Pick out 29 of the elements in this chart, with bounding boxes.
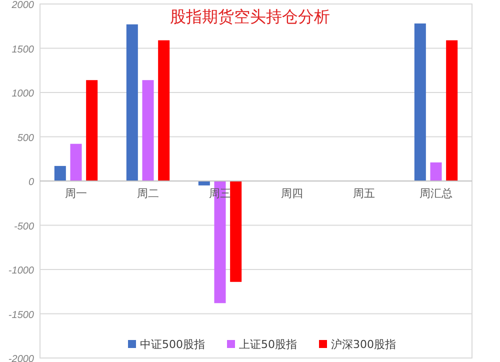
y-tick-label: 1500 [12, 44, 34, 56]
legend-label: 沪深300股指 [331, 338, 396, 351]
bar [126, 24, 138, 181]
bar [414, 23, 426, 181]
x-tick-label: 周一 [65, 187, 87, 200]
bar [430, 162, 442, 181]
bar [198, 181, 210, 186]
bar [70, 144, 82, 181]
x-tick-label: 周五 [353, 187, 375, 200]
bar [54, 166, 66, 181]
y-tick-label: -1000 [8, 266, 34, 276]
y-tick-label: 2000 [10, 0, 34, 11]
legend-label: 中证500股指 [140, 338, 205, 351]
y-tick-label: 0 [28, 177, 34, 188]
y-tick-label: -1500 [8, 310, 34, 321]
y-tick-label: -500 [14, 221, 34, 232]
y-tick-label: 500 [17, 132, 34, 144]
x-tick-label: 周二 [137, 187, 159, 200]
y-tick-label: 1000 [12, 88, 34, 100]
bar [158, 40, 170, 181]
bar [86, 80, 98, 181]
chart-title: 股指期货空头持仓分析 [170, 7, 330, 26]
y-tick-label: -2000 [8, 354, 34, 362]
bar [142, 80, 154, 181]
legend-label: 上证50股指 [239, 338, 297, 351]
bar [230, 181, 242, 282]
x-tick-label: 周汇总 [420, 187, 452, 200]
x-tick-label: 周四 [281, 187, 303, 200]
bar [446, 40, 458, 181]
